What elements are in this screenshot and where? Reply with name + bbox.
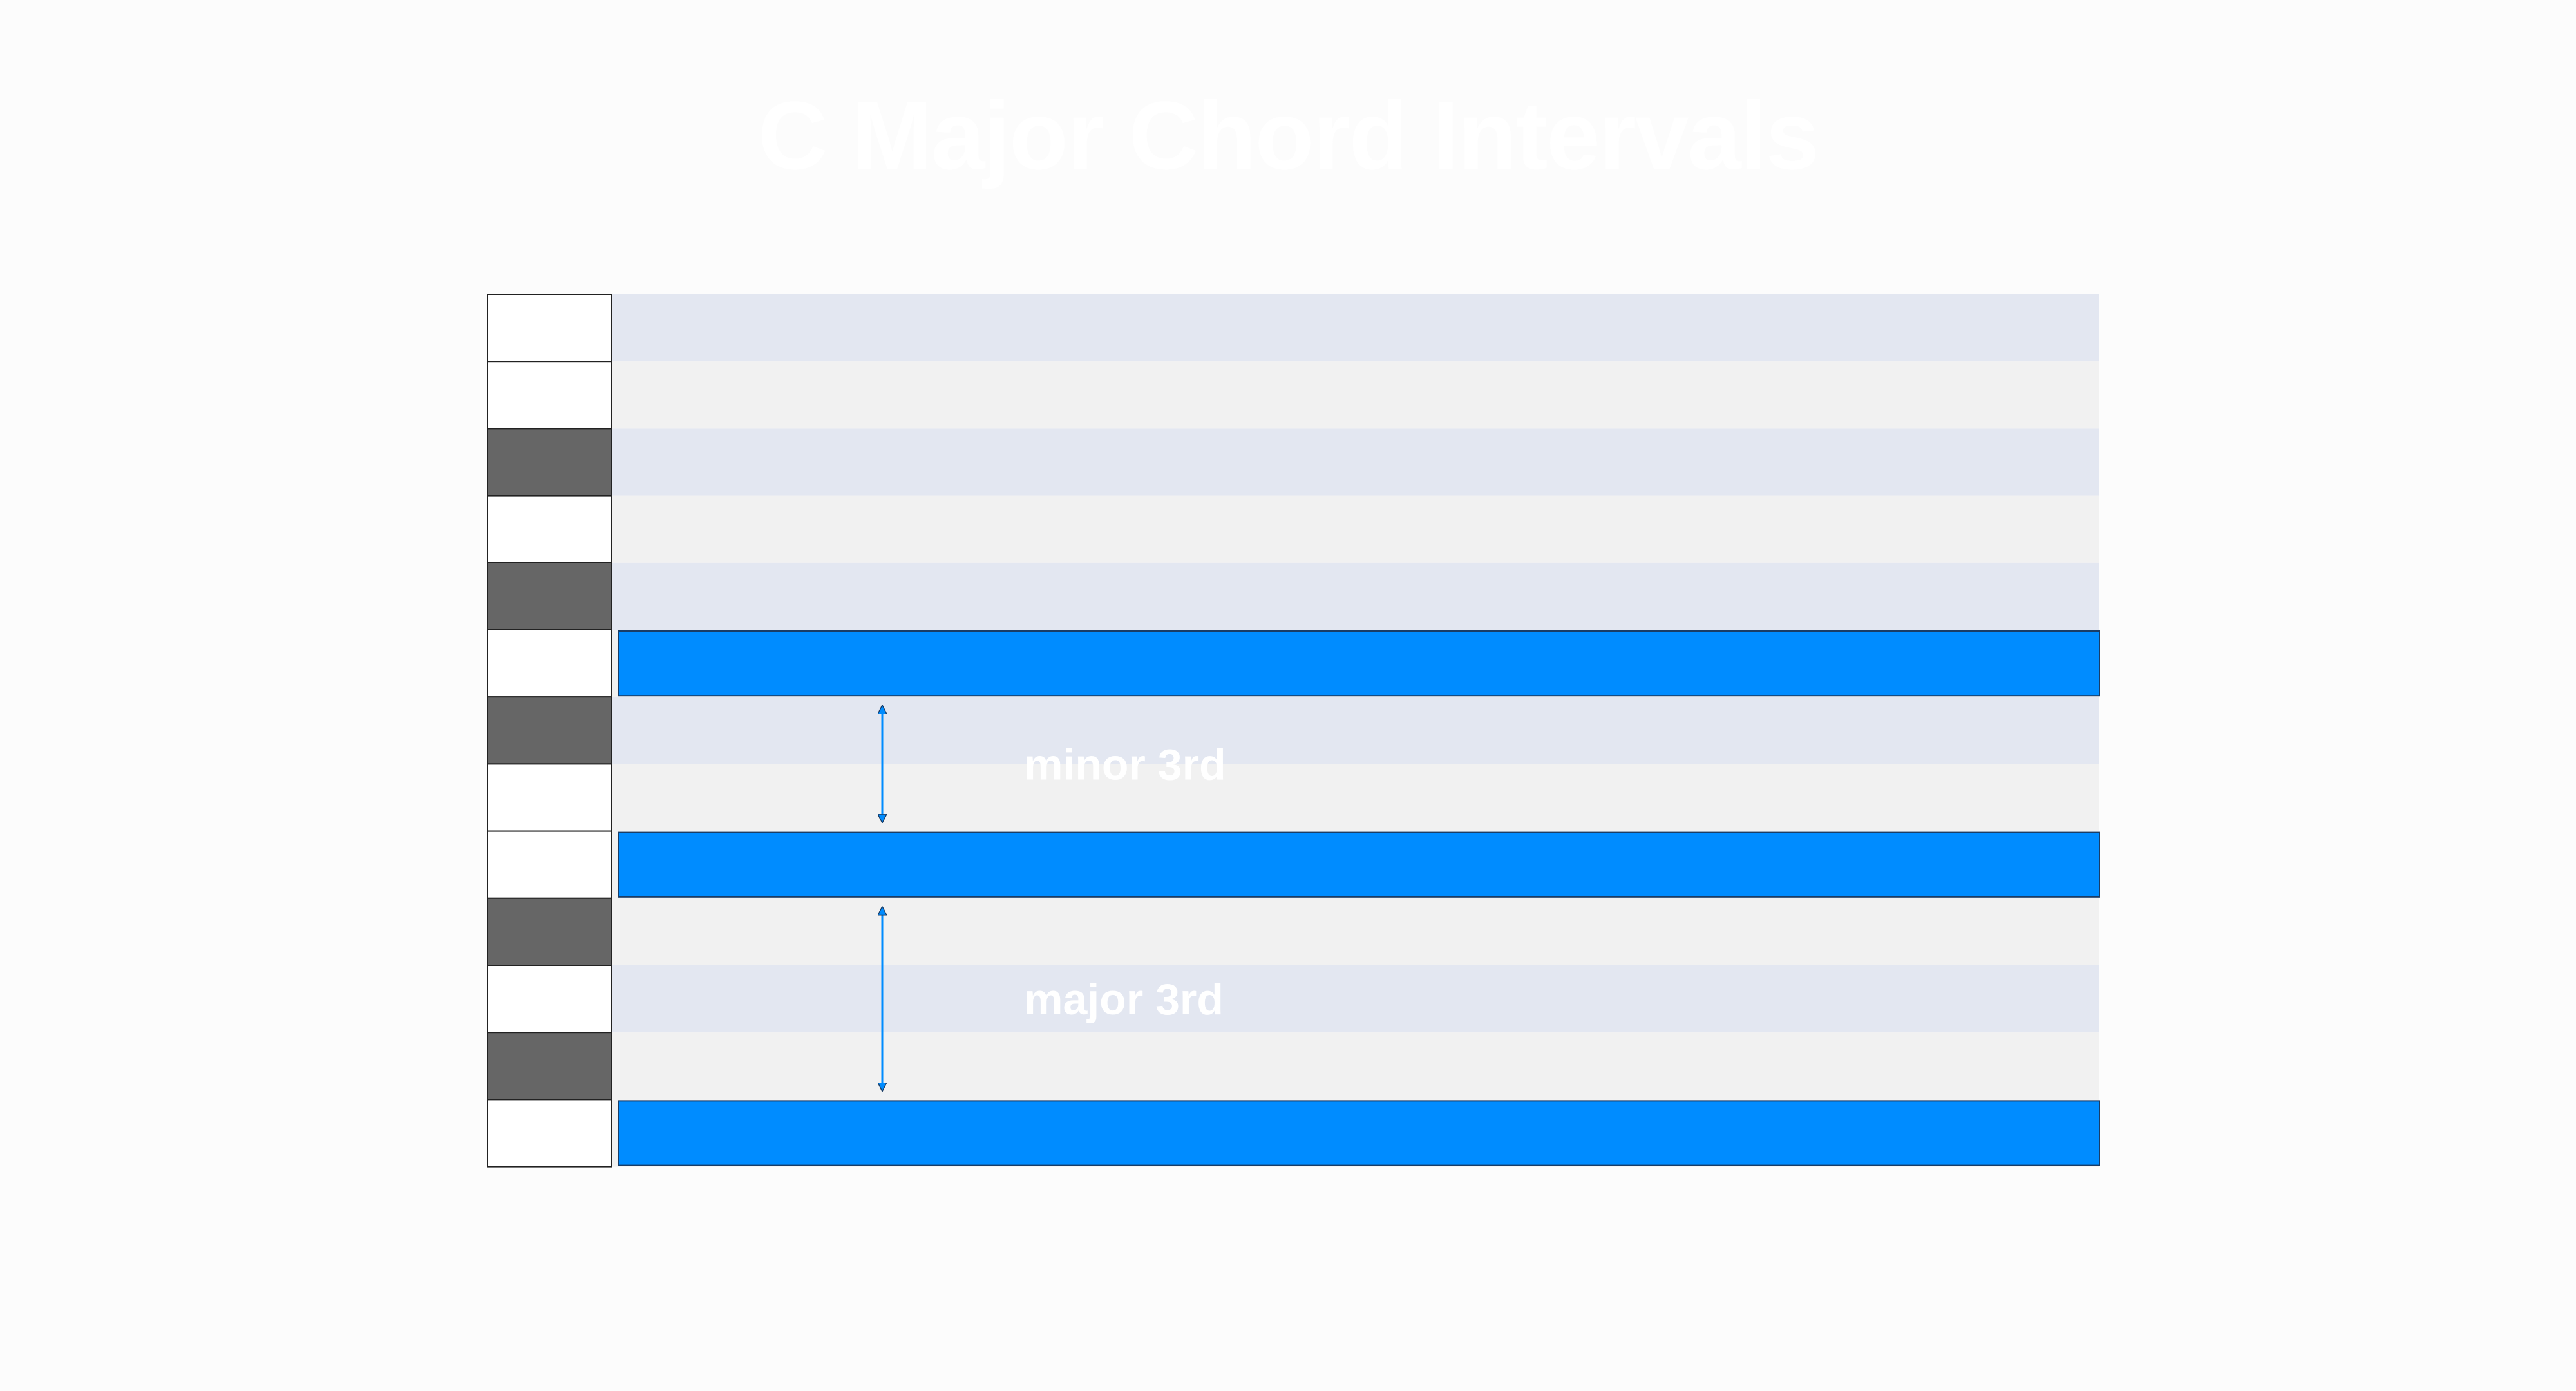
lane-row	[612, 898, 2099, 965]
interval-label: minor 3rd	[1024, 740, 1226, 789]
white-key[interactable]	[487, 830, 612, 899]
lane-row	[612, 495, 2099, 563]
white-key[interactable]	[487, 965, 612, 1034]
black-key[interactable]	[487, 562, 612, 630]
white-key[interactable]	[487, 294, 612, 363]
white-key[interactable]	[487, 1099, 612, 1168]
white-key[interactable]	[487, 495, 612, 563]
white-key[interactable]	[487, 629, 612, 698]
lane-row	[612, 428, 2099, 496]
chord-note-bar[interactable]	[618, 831, 2100, 898]
chart-title: C Major Chord Intervals	[758, 81, 1819, 189]
chord-notes	[618, 630, 2100, 1166]
chord-note-bar[interactable]	[618, 1100, 2100, 1166]
lane-row	[612, 965, 2099, 1033]
white-key[interactable]	[487, 763, 612, 832]
black-key[interactable]	[487, 696, 612, 765]
interval-annotations: minor 3rd major 3rd	[882, 706, 1226, 1090]
lane-row	[612, 562, 2099, 630]
white-key[interactable]	[487, 361, 612, 430]
piano-keyboard	[487, 294, 612, 1168]
lane-row	[612, 697, 2099, 764]
lanes-group	[612, 294, 2099, 1167]
black-key[interactable]	[487, 428, 612, 497]
lane-row	[612, 294, 2099, 362]
chord-note-bar[interactable]	[618, 630, 2100, 697]
interval-label: major 3rd	[1024, 975, 1224, 1024]
lane-row	[612, 764, 2099, 831]
black-key[interactable]	[487, 1032, 612, 1101]
black-key[interactable]	[487, 897, 612, 967]
lane-row	[612, 1032, 2099, 1100]
lane-row	[612, 361, 2099, 429]
